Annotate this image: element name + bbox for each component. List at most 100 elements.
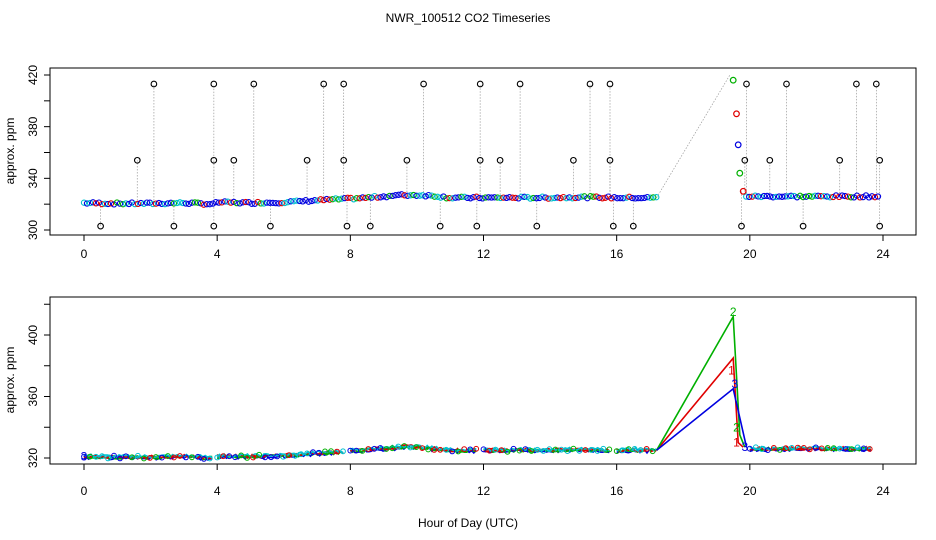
- co2-marker: [650, 194, 657, 201]
- co2-marker: [389, 192, 396, 200]
- baseline-marker: [177, 453, 183, 459]
- co2-marker: [503, 194, 510, 202]
- co2-marker: [125, 200, 133, 208]
- co2-marker: [482, 194, 489, 201]
- co2-marker: [431, 193, 438, 200]
- outlier-marker: [303, 156, 311, 164]
- co2-marker: [89, 199, 97, 206]
- co2-marker: [335, 196, 342, 203]
- co2-marker: [784, 193, 792, 200]
- baseline-marker: [383, 446, 390, 452]
- baseline-trace: [616, 446, 657, 453]
- co2-marker: [865, 194, 873, 201]
- baseline-marker: [87, 453, 93, 460]
- co2-marker: [796, 192, 804, 199]
- co2-marker: [263, 199, 270, 206]
- outlier-marker: [876, 222, 884, 230]
- baseline-trace: [349, 444, 477, 452]
- co2-marker: [599, 195, 606, 202]
- co2-marker: [557, 194, 564, 202]
- co2-marker: [374, 194, 381, 201]
- co2-marker: [206, 201, 213, 208]
- baseline-marker: [389, 445, 396, 452]
- co2-marker: [491, 194, 498, 201]
- baseline-marker: [431, 447, 438, 453]
- baseline-marker: [467, 446, 474, 453]
- co2-marker: [464, 194, 471, 202]
- baseline-marker: [286, 452, 293, 459]
- co2-marker: [479, 195, 486, 202]
- co2-marker: [359, 194, 366, 201]
- co2-marker: [413, 192, 420, 199]
- co2-marker: [769, 194, 777, 201]
- co2-marker: [275, 200, 282, 207]
- co2-marker: [542, 194, 549, 201]
- baseline-marker: [189, 454, 195, 461]
- outlier-marker: [250, 80, 258, 88]
- co2-marker: [155, 199, 163, 207]
- series-marker-3: 3: [741, 440, 748, 454]
- co2-marker: [422, 193, 429, 200]
- co2-marker: [203, 201, 210, 208]
- bottom-x-tick-label: 8: [347, 484, 354, 498]
- outlier-marker: [476, 80, 484, 88]
- co2-marker: [871, 194, 879, 201]
- baseline-marker: [298, 451, 305, 458]
- co2-marker: [296, 197, 303, 205]
- baseline-marker: [776, 447, 783, 453]
- series-marker-2: 2: [730, 305, 737, 319]
- co2-marker: [347, 194, 354, 202]
- co2-marker: [338, 195, 345, 202]
- co2-marker: [596, 194, 603, 201]
- co2-marker: [536, 194, 543, 202]
- co2-marker: [101, 200, 109, 207]
- baseline-marker: [425, 446, 432, 453]
- co2-marker: [119, 201, 127, 208]
- baseline-marker: [818, 445, 825, 452]
- co2-marker: [137, 199, 145, 207]
- baseline-marker: [473, 445, 480, 452]
- baseline-marker: [274, 453, 281, 460]
- baseline-marker: [848, 446, 855, 453]
- baseline-marker: [594, 448, 601, 454]
- co2-marker: [635, 194, 642, 202]
- co2-marker: [170, 200, 178, 207]
- co2-marker: [590, 193, 597, 200]
- outlier-marker: [783, 80, 790, 88]
- co2-marker: [437, 194, 444, 201]
- co2-marker: [140, 200, 148, 207]
- co2-marker: [83, 200, 91, 207]
- co2-marker: [281, 199, 288, 207]
- top-y-tick-label: 340: [26, 168, 40, 188]
- co2-marker: [95, 199, 103, 206]
- co2-marker: [443, 195, 450, 202]
- bottom-y-tick-label: 360: [26, 386, 40, 406]
- co2-marker: [284, 199, 291, 206]
- outlier-marker: [799, 222, 807, 230]
- co2-marker: [626, 193, 633, 200]
- co2-marker: [452, 194, 459, 201]
- co2-marker: [743, 193, 750, 200]
- co2-marker: [260, 200, 267, 207]
- bottom-y-tick-label: 400: [26, 325, 40, 345]
- co2-marker: [488, 194, 495, 201]
- baseline-marker: [353, 447, 360, 454]
- baseline-marker: [492, 446, 499, 453]
- outlier-marker: [97, 222, 104, 230]
- co2-marker: [500, 194, 507, 201]
- top-ylabel: approx. ppm: [3, 118, 17, 185]
- co2-marker: [620, 195, 627, 202]
- top-x-tick-label: 24: [876, 247, 890, 261]
- baseline-marker: [866, 446, 873, 452]
- co2-marker: [179, 199, 187, 207]
- series-line-3: [656, 387, 748, 451]
- co2-marker: [182, 200, 190, 207]
- baseline-marker: [830, 445, 837, 452]
- co2-marker: [407, 192, 414, 199]
- baseline-marker: [498, 447, 505, 454]
- co2-marker: [215, 199, 222, 206]
- baseline-marker: [328, 448, 334, 455]
- baseline-marker: [159, 454, 165, 461]
- co2-marker: [233, 199, 240, 207]
